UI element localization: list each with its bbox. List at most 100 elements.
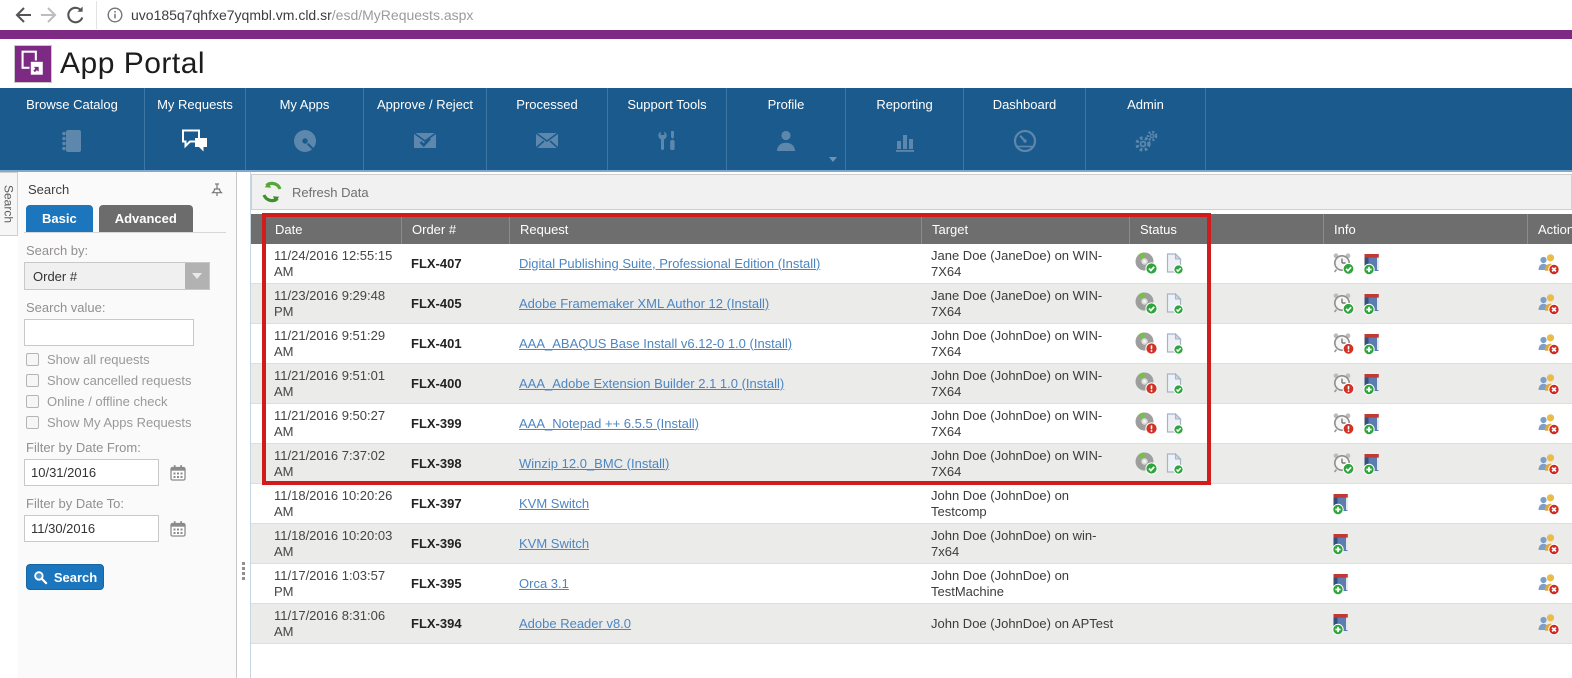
- select-dropdown-button[interactable]: [185, 263, 209, 289]
- request-link[interactable]: AAA_Adobe Extension Builder 2.1 1.0 (Ins…: [519, 375, 785, 391]
- remove-user-action-icon[interactable]: [1537, 332, 1560, 355]
- tab-advanced[interactable]: Advanced: [98, 205, 193, 232]
- calendar-icon[interactable]: [167, 462, 189, 484]
- remove-user-action-icon[interactable]: [1537, 252, 1560, 275]
- disc-status-icon[interactable]: [1135, 332, 1158, 355]
- tab-basic[interactable]: Basic: [26, 205, 93, 232]
- order-cell: FLX-400: [411, 375, 462, 391]
- remove-user-action-icon[interactable]: [1537, 492, 1560, 515]
- nav-tab-my-apps[interactable]: My Apps: [246, 88, 364, 170]
- checkbox-box[interactable]: [26, 353, 39, 366]
- remove-user-action-icon[interactable]: [1537, 612, 1560, 635]
- column-header-order[interactable]: Order #: [401, 214, 509, 244]
- disc-status-icon[interactable]: [1135, 292, 1158, 315]
- sidebar-splitter[interactable]: [237, 172, 250, 678]
- add-book-info-icon[interactable]: [1362, 452, 1383, 475]
- request-link[interactable]: Digital Publishing Suite, Professional E…: [519, 255, 821, 271]
- add-book-info-icon[interactable]: [1331, 572, 1352, 595]
- add-book-info-icon[interactable]: [1362, 292, 1383, 315]
- remove-user-action-icon[interactable]: [1537, 532, 1560, 555]
- url-bar[interactable]: uvo185q7qhfxe7yqmbl.vm.cld.sr/esd/MyRequ…: [96, 1, 1572, 29]
- expander-cell: [251, 404, 264, 443]
- disc-status-icon[interactable]: [1135, 252, 1158, 275]
- search-button-label: Search: [53, 569, 98, 585]
- column-header-status[interactable]: Status: [1129, 214, 1323, 244]
- remove-user-action-icon[interactable]: [1537, 452, 1560, 475]
- remove-user-action-icon[interactable]: [1537, 412, 1560, 435]
- nav-label: My Apps: [279, 97, 330, 112]
- nav-tab-dashboard[interactable]: Dashboard: [964, 88, 1086, 170]
- column-header-request[interactable]: Request: [509, 214, 921, 244]
- document-status-icon[interactable]: [1165, 292, 1184, 315]
- target-cell: John Doe (JohnDoe) on WIN-7X64: [931, 327, 1103, 359]
- clock-info-icon[interactable]: [1331, 252, 1355, 275]
- search-collapsed-tab[interactable]: Search: [0, 172, 18, 236]
- remove-user-action-icon[interactable]: [1537, 372, 1560, 395]
- pin-icon[interactable]: [210, 182, 224, 197]
- nav-tab-reporting[interactable]: Reporting: [846, 88, 964, 170]
- document-status-icon[interactable]: [1165, 372, 1184, 395]
- clock-info-icon[interactable]: [1331, 372, 1355, 395]
- nav-tab-support-tools[interactable]: Support Tools: [608, 88, 727, 170]
- date-to-input[interactable]: [24, 515, 159, 542]
- nav-tab-admin[interactable]: Admin: [1086, 88, 1206, 170]
- add-book-info-icon[interactable]: [1362, 252, 1383, 275]
- request-link[interactable]: Adobe Reader v8.0: [519, 615, 632, 631]
- request-link[interactable]: AAA_Notepad ++ 6.5.5 (Install): [519, 415, 699, 431]
- add-book-info-icon[interactable]: [1331, 532, 1352, 555]
- nav-tab-approve-reject[interactable]: Approve / Reject: [364, 88, 487, 170]
- add-book-info-icon[interactable]: [1331, 612, 1352, 635]
- date-to-label: Filter by Date To:: [26, 496, 125, 511]
- add-book-info-icon[interactable]: [1362, 372, 1383, 395]
- request-link[interactable]: AAA_ABAQUS Base Install v6.12-0 1.0 (Ins…: [519, 335, 793, 351]
- request-link[interactable]: Orca 3.1: [519, 575, 569, 591]
- column-header-date[interactable]: Date: [264, 214, 401, 244]
- checkbox-box[interactable]: [26, 374, 39, 387]
- browser-refresh-button[interactable]: [62, 3, 88, 27]
- disc-status-icon[interactable]: [1135, 452, 1158, 475]
- add-book-info-icon[interactable]: [1362, 412, 1383, 435]
- remove-user-action-icon[interactable]: [1537, 292, 1560, 315]
- document-status-icon[interactable]: [1165, 412, 1184, 435]
- checkbox-box[interactable]: [26, 395, 39, 408]
- checkbox-online-offline-check[interactable]: Online / offline check: [26, 394, 226, 409]
- disc-status-icon[interactable]: [1135, 412, 1158, 435]
- clock-info-icon[interactable]: [1331, 412, 1355, 435]
- page-info-icon[interactable]: [107, 7, 123, 23]
- search-value-input[interactable]: [24, 319, 194, 346]
- remove-user-action-icon[interactable]: [1537, 572, 1560, 595]
- clock-info-icon[interactable]: [1331, 452, 1355, 475]
- url-text[interactable]: uvo185q7qhfxe7yqmbl.vm.cld.sr/esd/MyRequ…: [131, 7, 473, 23]
- add-book-info-icon[interactable]: [1362, 332, 1383, 355]
- request-link[interactable]: Winzip 12.0_BMC (Install): [519, 455, 670, 471]
- search-button[interactable]: Search: [26, 564, 104, 590]
- request-link[interactable]: Adobe Framemaker XML Author 12 (Install): [519, 295, 770, 311]
- nav-tab-profile[interactable]: Profile: [727, 88, 846, 170]
- calendar-icon[interactable]: [167, 518, 189, 540]
- document-status-icon[interactable]: [1165, 252, 1184, 275]
- document-status-icon[interactable]: [1165, 332, 1184, 355]
- column-header-info[interactable]: Info: [1323, 214, 1527, 244]
- date-from-input[interactable]: [24, 459, 159, 486]
- browser-chrome: uvo185q7qhfxe7yqmbl.vm.cld.sr/esd/MyRequ…: [0, 0, 1572, 30]
- checkbox-show-my-apps-requests[interactable]: Show My Apps Requests: [26, 415, 226, 430]
- refresh-data-button[interactable]: Refresh Data: [251, 174, 1572, 210]
- checkbox-box[interactable]: [26, 416, 39, 429]
- document-status-icon[interactable]: [1165, 452, 1184, 475]
- column-header-target[interactable]: Target: [921, 214, 1129, 244]
- search-by-select[interactable]: Order #: [24, 262, 210, 290]
- checkbox-show-cancelled-requests[interactable]: Show cancelled requests: [26, 373, 226, 388]
- nav-tab-processed[interactable]: Processed: [487, 88, 608, 170]
- nav-tab-my-requests[interactable]: My Requests: [145, 88, 246, 170]
- clock-info-icon[interactable]: [1331, 332, 1355, 355]
- column-header-action[interactable]: Action: [1527, 214, 1572, 244]
- clock-info-icon[interactable]: [1331, 292, 1355, 315]
- disc-status-icon[interactable]: [1135, 372, 1158, 395]
- request-link[interactable]: KVM Switch: [519, 495, 590, 511]
- add-book-info-icon[interactable]: [1331, 492, 1352, 515]
- request-link[interactable]: KVM Switch: [519, 535, 590, 551]
- browser-back-button[interactable]: [10, 3, 36, 27]
- browser-forward-button[interactable]: [36, 3, 62, 27]
- checkbox-show-all-requests[interactable]: Show all requests: [26, 352, 226, 367]
- nav-tab-browse-catalog[interactable]: Browse Catalog: [0, 88, 145, 170]
